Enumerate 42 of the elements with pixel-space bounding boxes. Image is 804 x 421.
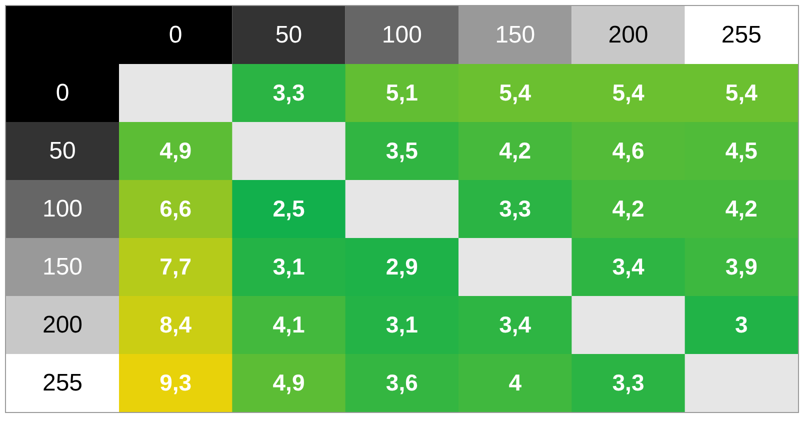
data-label: 3,4 — [612, 253, 644, 280]
y-tick-label: 0 — [56, 80, 70, 107]
y-tick-label: 50 — [49, 138, 76, 165]
y-tick-label: 100 — [42, 196, 83, 223]
y-tick-label: 200 — [42, 312, 83, 339]
x-tick-label: 100 — [382, 22, 422, 49]
data-label: 5,4 — [725, 79, 758, 106]
y-tick-label: 255 — [42, 370, 83, 397]
data-label: 8,4 — [160, 311, 192, 338]
data-label: 3,6 — [386, 369, 418, 396]
data-label: 4,9 — [160, 137, 192, 164]
data-label: 7,7 — [160, 253, 192, 280]
data-label: 3 — [735, 311, 748, 338]
data-label: 3,1 — [386, 311, 418, 338]
y-tick-label: 150 — [42, 254, 83, 281]
data-label: 5,4 — [499, 79, 532, 106]
x-tick-label: 0 — [168, 22, 182, 49]
data-label: 3,9 — [725, 253, 758, 280]
data-label: 3,3 — [612, 369, 644, 396]
data-label: 4,9 — [272, 369, 305, 396]
data-label: 9,3 — [160, 369, 192, 396]
data-label: 3,1 — [272, 253, 305, 280]
data-label: 4 — [508, 369, 522, 396]
x-tick-label: 255 — [721, 22, 762, 49]
x-tick-label: 50 — [275, 22, 302, 49]
x-tick-label: 200 — [608, 22, 648, 49]
data-label: 3,5 — [386, 137, 418, 164]
data-label: 5,4 — [612, 79, 644, 106]
data-label: 3,3 — [272, 79, 305, 106]
data-label: 4,2 — [612, 195, 644, 222]
data-label: 2,9 — [386, 253, 418, 280]
data-label: 4,2 — [499, 137, 532, 164]
data-label: 2,5 — [272, 195, 305, 222]
data-label: 5,1 — [386, 79, 418, 106]
data-label: 3,4 — [499, 311, 532, 338]
data-label: 4,2 — [725, 195, 758, 222]
data-label: 4,1 — [272, 311, 305, 338]
data-label: 3,3 — [499, 195, 532, 222]
data-label: 4,6 — [612, 137, 644, 164]
data-label: 4,5 — [725, 137, 758, 164]
x-tick-label: 150 — [495, 22, 536, 49]
data-label: 6,6 — [160, 195, 192, 222]
